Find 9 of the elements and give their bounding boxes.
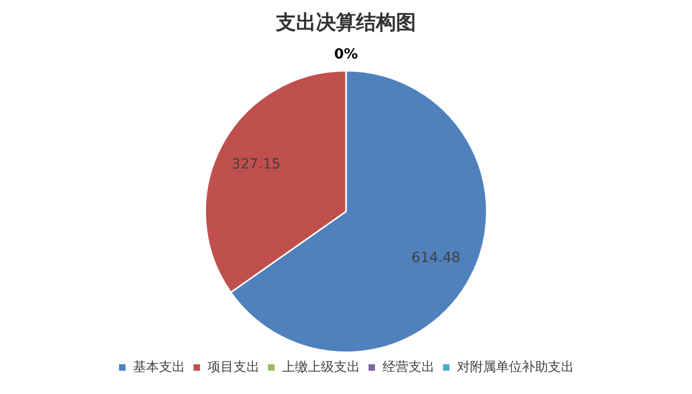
legend-label: 项目支出 — [207, 360, 260, 375]
chart-title: 支出决算结构图 — [275, 10, 416, 34]
data-label: 614.48 — [411, 250, 460, 266]
legend-label: 上缴上级支出 — [282, 360, 360, 375]
data-label: 327.15 — [232, 156, 281, 172]
legend-label: 对附属单位补助支出 — [456, 360, 574, 375]
text: 0% — [334, 46, 358, 62]
legend-label: 经营支出 — [382, 360, 434, 375]
legend-label: 基本支出 — [132, 360, 185, 375]
